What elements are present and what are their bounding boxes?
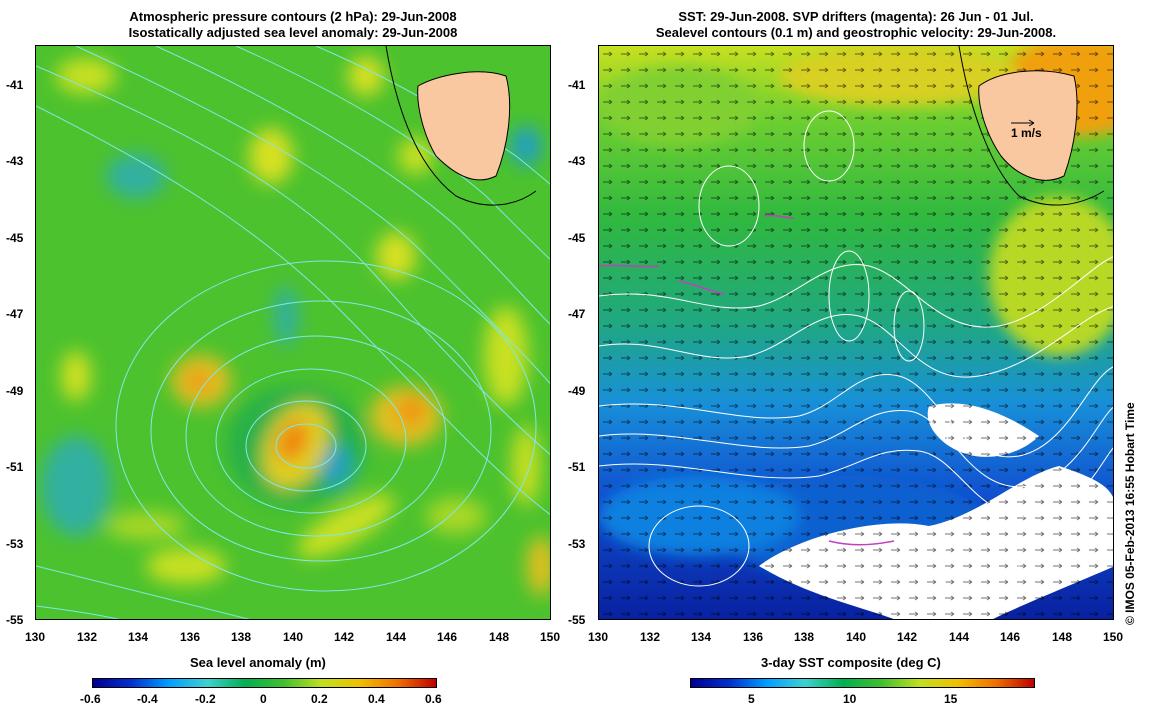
x-tick: 130 xyxy=(588,630,609,644)
y-tick: -43 xyxy=(6,154,24,168)
credit-text: © IMOS 05-Feb-2013 16:55 Hobart Time xyxy=(1123,402,1137,625)
left-colorbar xyxy=(92,678,437,688)
x-tick: 130 xyxy=(25,630,46,644)
right-colorbar xyxy=(690,678,1035,688)
sst-map: 1 m/s xyxy=(598,45,1114,620)
y-tick: -55 xyxy=(6,613,24,627)
y-tick: -51 xyxy=(6,460,24,474)
x-tick: 136 xyxy=(743,630,764,644)
colorbar-tick: 0.6 xyxy=(425,692,442,706)
y-tick: -41 xyxy=(6,78,24,92)
x-tick: 132 xyxy=(640,630,661,644)
x-tick: 142 xyxy=(897,630,918,644)
y-tick: -45 xyxy=(6,231,24,245)
x-tick: 150 xyxy=(540,630,561,644)
left-colorbar-title: Sea level anomaly (m) xyxy=(190,655,326,670)
x-tick: 138 xyxy=(794,630,815,644)
colorbar-tick: -0.2 xyxy=(195,692,216,706)
x-tick: 144 xyxy=(386,630,407,644)
x-tick: 140 xyxy=(846,630,867,644)
left-title-line2: Isostatically adjusted sea level anomaly… xyxy=(128,25,458,40)
colorbar-tick: 15 xyxy=(944,692,958,706)
y-tick: -43 xyxy=(568,154,586,168)
right-colorbar-title: 3-day SST composite (deg C) xyxy=(761,655,941,670)
colorbar-tick: 5 xyxy=(748,692,755,706)
y-tick: -45 xyxy=(568,231,586,245)
left-title-line1: Atmospheric pressure contours (2 hPa): 2… xyxy=(129,9,457,24)
left-panel-title: Atmospheric pressure contours (2 hPa): 2… xyxy=(35,9,551,41)
colorbar-tick: -0.4 xyxy=(137,692,158,706)
x-tick: 134 xyxy=(691,630,712,644)
x-tick: 148 xyxy=(1052,630,1073,644)
y-tick: -47 xyxy=(6,307,24,321)
colorbar-tick: 0.4 xyxy=(368,692,385,706)
x-tick: 148 xyxy=(489,630,510,644)
x-tick: 140 xyxy=(283,630,304,644)
right-title-line2: Sealevel contours (0.1 m) and geostrophi… xyxy=(655,25,1057,40)
colorbar-tick: 0.2 xyxy=(311,692,328,706)
x-tick: 146 xyxy=(437,630,458,644)
y-tick: -51 xyxy=(568,460,586,474)
colorbar-tick: 10 xyxy=(843,692,857,706)
x-tick: 132 xyxy=(77,630,98,644)
y-tick: -53 xyxy=(568,537,586,551)
x-tick: 146 xyxy=(1000,630,1021,644)
x-tick: 134 xyxy=(128,630,149,644)
y-tick: -55 xyxy=(568,613,586,627)
sea-level-anomaly-map xyxy=(35,45,551,620)
x-tick: 138 xyxy=(231,630,252,644)
colorbar-tick: -0.6 xyxy=(80,692,101,706)
x-tick: 142 xyxy=(334,630,355,644)
y-tick: -47 xyxy=(568,307,586,321)
right-panel-title: SST: 29-Jun-2008. SVP drifters (magenta)… xyxy=(598,9,1114,41)
colorbar-tick: 0 xyxy=(260,692,267,706)
y-tick: -49 xyxy=(6,384,24,398)
y-tick: -49 xyxy=(568,384,586,398)
x-tick: 144 xyxy=(949,630,970,644)
y-tick: -41 xyxy=(568,78,586,92)
velocity-scale-label: 1 m/s xyxy=(1011,126,1042,140)
x-tick: 136 xyxy=(180,630,201,644)
x-tick: 150 xyxy=(1103,630,1124,644)
y-tick: -53 xyxy=(6,537,24,551)
right-title-line1: SST: 29-Jun-2008. SVP drifters (magenta)… xyxy=(678,9,1034,24)
